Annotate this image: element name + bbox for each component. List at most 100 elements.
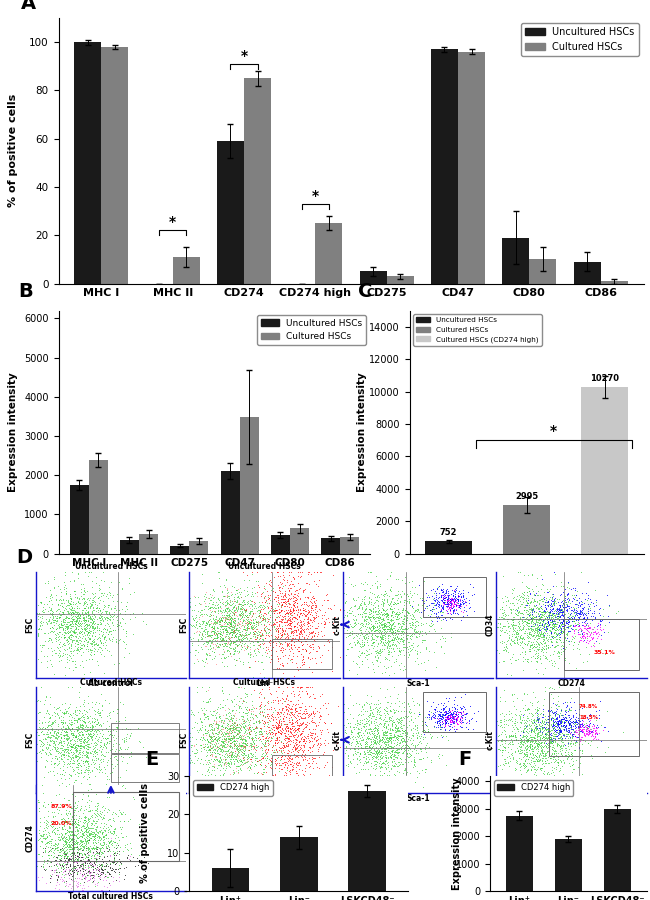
Point xyxy=(203,734,213,748)
Point xyxy=(94,590,104,604)
Point xyxy=(356,727,366,742)
Point xyxy=(503,756,514,770)
Point xyxy=(206,588,216,602)
Point xyxy=(96,609,107,624)
Point xyxy=(226,641,236,655)
Point xyxy=(78,834,88,849)
Point xyxy=(512,722,522,736)
Point xyxy=(184,626,194,641)
Point xyxy=(497,732,507,746)
Point xyxy=(302,598,313,613)
Point xyxy=(452,716,462,730)
Point xyxy=(104,882,114,896)
Point xyxy=(442,711,452,725)
Point xyxy=(358,732,369,746)
Point xyxy=(291,733,302,747)
Point xyxy=(276,725,286,740)
Point xyxy=(567,604,578,618)
Point xyxy=(270,622,280,636)
Point xyxy=(259,709,270,724)
Point xyxy=(432,749,443,763)
Point xyxy=(67,740,77,754)
Point xyxy=(46,819,57,833)
Point xyxy=(221,608,231,622)
Point xyxy=(94,601,104,616)
Point xyxy=(292,758,303,772)
Point xyxy=(116,807,127,822)
Point xyxy=(278,568,288,582)
Point xyxy=(516,623,526,637)
Point xyxy=(499,723,509,737)
Point xyxy=(407,616,417,631)
Point xyxy=(304,564,314,579)
Point xyxy=(266,760,276,775)
Point xyxy=(226,622,237,636)
Point xyxy=(229,594,240,608)
Point xyxy=(540,590,551,605)
Point xyxy=(378,727,389,742)
Point xyxy=(68,884,78,898)
Point xyxy=(552,627,563,642)
Point xyxy=(54,755,64,770)
Point xyxy=(226,749,237,763)
Point xyxy=(240,724,251,739)
Point xyxy=(385,751,396,765)
Point xyxy=(539,603,549,617)
Point xyxy=(233,585,244,599)
Point xyxy=(92,644,102,658)
Point xyxy=(88,603,98,617)
Point xyxy=(244,701,254,716)
Point xyxy=(394,738,404,752)
Point xyxy=(289,687,300,701)
Point xyxy=(450,711,461,725)
Point xyxy=(226,725,237,740)
Point xyxy=(56,726,66,741)
Point xyxy=(452,598,463,613)
Point xyxy=(551,596,562,610)
Point xyxy=(386,741,396,755)
Point xyxy=(391,741,401,755)
Point xyxy=(519,599,530,614)
Point xyxy=(41,688,51,703)
Point xyxy=(584,619,594,634)
Point xyxy=(61,806,72,821)
Point xyxy=(582,653,592,668)
Point xyxy=(413,618,424,633)
Point xyxy=(225,740,235,754)
Point xyxy=(72,836,82,850)
Point xyxy=(205,609,215,624)
Point xyxy=(555,727,566,742)
Point xyxy=(281,766,291,780)
Point xyxy=(254,686,265,700)
Point xyxy=(526,567,537,581)
Point xyxy=(57,620,67,634)
Point xyxy=(64,731,74,745)
Point xyxy=(90,621,101,635)
Point xyxy=(57,617,68,632)
Point xyxy=(75,616,85,630)
Point xyxy=(42,720,52,734)
Point xyxy=(105,748,116,762)
Point xyxy=(240,737,251,751)
Point xyxy=(276,718,287,733)
Point xyxy=(62,594,73,608)
Point xyxy=(353,649,363,663)
Point xyxy=(99,632,109,646)
Point xyxy=(259,710,270,724)
Point xyxy=(396,711,406,725)
Point xyxy=(511,630,521,644)
Point xyxy=(508,621,518,635)
Point xyxy=(234,608,244,622)
Point xyxy=(107,728,117,742)
Point xyxy=(359,712,369,726)
Point xyxy=(440,705,450,719)
Point xyxy=(227,619,238,634)
Point xyxy=(540,722,551,736)
Point xyxy=(387,779,397,794)
Point xyxy=(118,750,128,764)
Point xyxy=(117,580,127,595)
Point xyxy=(547,615,557,629)
Point xyxy=(384,616,395,631)
Point xyxy=(81,843,92,858)
Point xyxy=(235,590,246,605)
